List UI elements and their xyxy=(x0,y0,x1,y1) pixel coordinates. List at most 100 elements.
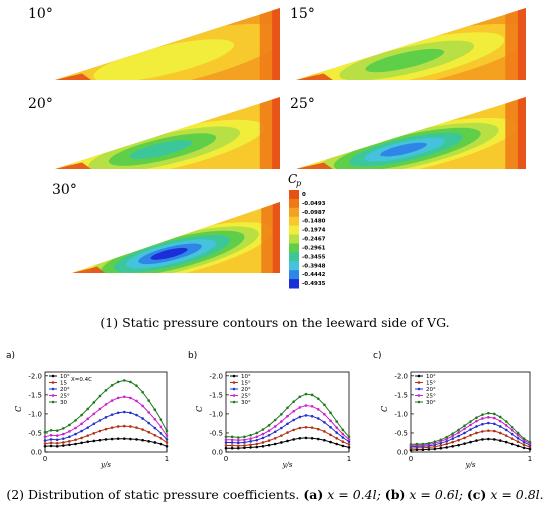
data-point xyxy=(153,441,157,444)
plot-frame xyxy=(225,371,350,453)
data-point xyxy=(135,438,138,441)
data-point xyxy=(261,436,265,440)
data-point xyxy=(347,446,351,449)
data-point xyxy=(439,438,443,442)
data-point xyxy=(165,434,169,437)
data-point xyxy=(74,426,77,430)
contour-angle-label: 15° xyxy=(290,6,315,22)
data-point xyxy=(427,441,431,445)
series-0: 10° xyxy=(224,374,351,450)
data-point xyxy=(292,400,295,404)
caption-part-c-expr: x = 0.8l. xyxy=(486,487,544,502)
colorbar-swatch xyxy=(289,207,299,218)
data-point xyxy=(237,438,240,442)
data-point xyxy=(147,430,150,434)
data-point xyxy=(147,411,150,414)
legend-marker xyxy=(51,387,55,391)
x-tick-label: 0 xyxy=(224,455,228,463)
y-tick-label: 0.0 xyxy=(31,449,42,457)
colorbar-level-label: -0.2467 xyxy=(302,237,326,243)
contour-panel-3: 25° xyxy=(290,96,526,169)
chart-2: c) -2.0 -1.5 -1.0 -0.5 0.00 1 y/s C 10°15°20°25°3… xyxy=(373,351,532,469)
colorbar-swatch xyxy=(289,279,299,289)
data-point xyxy=(528,447,532,451)
contour-angle-label: 10° xyxy=(28,6,53,22)
data-point xyxy=(310,404,314,408)
legend-marker xyxy=(232,381,236,384)
data-point xyxy=(74,442,77,446)
data-point xyxy=(427,448,431,451)
series-2: 20° xyxy=(43,387,169,442)
data-point xyxy=(304,392,308,396)
data-point xyxy=(110,399,114,402)
contour-angle-label: 25° xyxy=(290,96,315,112)
series-4: 30° xyxy=(224,392,351,439)
data-point xyxy=(516,440,520,444)
data-point xyxy=(230,438,234,442)
caption-top-number: (1) xyxy=(100,315,119,330)
data-point xyxy=(433,445,437,448)
data-point xyxy=(341,432,345,436)
data-point xyxy=(230,446,234,450)
data-point xyxy=(409,443,413,446)
caption-bottom: (2) Distribution of static pressure coef… xyxy=(0,487,550,502)
data-point xyxy=(487,429,490,432)
colorbar-level-label: -0.0493 xyxy=(302,201,326,207)
x-tick-label: 0 xyxy=(43,455,47,463)
data-point xyxy=(493,438,496,441)
data-point xyxy=(141,390,144,394)
data-point xyxy=(415,448,419,452)
data-point xyxy=(457,438,460,442)
data-point xyxy=(249,446,252,449)
caption-part-a-expr: x = 0.4l; xyxy=(323,487,385,502)
data-point xyxy=(286,406,289,410)
data-point xyxy=(469,428,472,431)
data-point xyxy=(135,426,138,429)
colorbar-title: C xyxy=(288,172,297,186)
series-0: 10° xyxy=(43,374,169,448)
data-point xyxy=(104,427,108,431)
data-point xyxy=(522,446,526,450)
legend-label: 30° xyxy=(241,400,251,406)
data-point xyxy=(92,432,96,435)
data-point xyxy=(481,430,484,433)
data-point xyxy=(80,436,83,440)
legend-marker xyxy=(417,400,421,404)
data-point xyxy=(159,425,163,429)
legend-marker xyxy=(417,374,421,378)
data-point xyxy=(469,423,472,427)
colorbar: Cp0 -0.0493 -0.0987 -0.1480 -0.1974 -0.2467 -0… xyxy=(288,172,326,289)
data-point xyxy=(292,428,295,432)
data-point xyxy=(421,442,425,446)
data-point xyxy=(316,397,320,400)
legend-marker xyxy=(51,381,55,384)
data-point xyxy=(487,411,490,415)
data-point xyxy=(493,416,496,420)
data-point xyxy=(481,422,484,426)
data-point xyxy=(92,439,96,443)
data-point xyxy=(487,437,490,441)
series-3: 25° xyxy=(409,394,532,447)
data-point xyxy=(243,446,246,450)
data-point xyxy=(347,443,351,446)
legend-marker xyxy=(232,400,236,404)
data-point xyxy=(304,404,308,407)
series-2: 20° xyxy=(224,387,351,445)
data-point xyxy=(92,412,96,416)
data-point xyxy=(153,408,157,412)
data-point xyxy=(510,442,514,446)
data-point xyxy=(104,388,108,392)
data-point xyxy=(86,417,89,421)
data-point xyxy=(273,430,277,434)
data-point xyxy=(116,380,120,384)
data-point xyxy=(469,433,472,437)
caption-part-c-label: (c) xyxy=(466,487,487,502)
data-point xyxy=(415,442,419,446)
contour-panels: 10° 15° 20° 25° 30° xyxy=(28,6,526,273)
data-point xyxy=(329,425,332,429)
contour-panel-0: 10° xyxy=(28,6,280,80)
series-3: 25° xyxy=(224,394,351,442)
data-point xyxy=(498,431,502,435)
data-point xyxy=(310,393,314,397)
data-point xyxy=(165,441,169,444)
